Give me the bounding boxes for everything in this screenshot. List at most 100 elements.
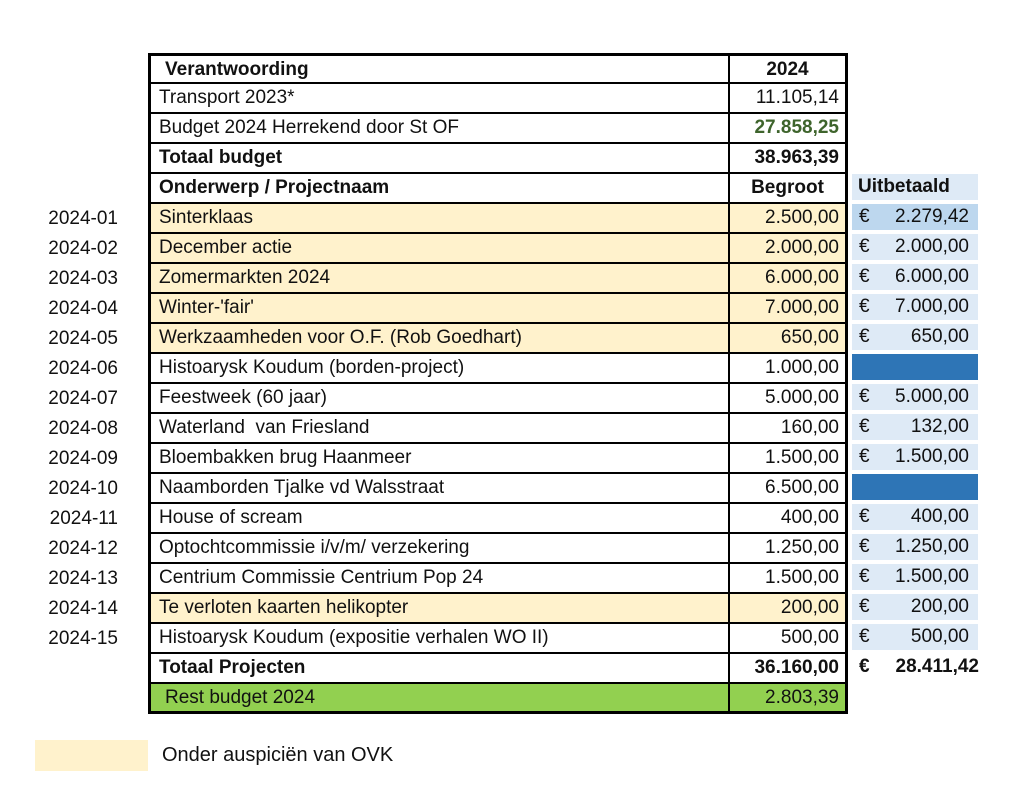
- project-rows: Sinterklaas 2.500,00 € 2.279,42 December…: [148, 204, 988, 654]
- project-name-cell: Werkzaamheden voor O.F. (Rob Goedhart): [151, 324, 730, 352]
- paid-value: 132,00: [910, 416, 969, 437]
- euro-symbol: €: [859, 626, 870, 647]
- table-row: Histoarysk Koudum (borden-project) 1.000…: [148, 354, 988, 384]
- paid-value: 400,00: [910, 506, 969, 527]
- paid-amount-cell: € 400,00: [852, 504, 978, 532]
- table-row-transport: Transport 2023* 11.105,14: [148, 84, 988, 114]
- project-name-cell: Winter-'fair': [151, 294, 730, 322]
- project-name-cell: Bloembakken brug Haanmeer: [151, 444, 730, 472]
- row-id-label: 2024-05: [48, 328, 118, 349]
- column-header-begroot: Begroot: [751, 177, 824, 198]
- rest-budget-value: 2.803,39: [730, 684, 845, 711]
- budget-amount-cell: 6.000,00: [730, 264, 845, 292]
- budget-amount-cell: 400,00: [780, 507, 839, 528]
- table-row: Waterland van Friesland 160,00 € 132,00: [148, 414, 988, 444]
- paid-amount-cell: € 1.500,00: [852, 444, 978, 472]
- budget-amount-cell: 2.000,00: [730, 234, 845, 262]
- table-row: Centrium Commissie Centrium Pop 24 1.500…: [148, 564, 988, 594]
- euro-symbol: €: [859, 506, 870, 527]
- table-row: Sinterklaas 2.500,00 € 2.279,42: [148, 204, 988, 234]
- transport-value: 11.105,14: [755, 87, 839, 108]
- project-name-cell: Feestweek (60 jaar): [151, 384, 730, 412]
- row-id-label: 2024-04: [48, 298, 118, 319]
- euro-symbol: €: [859, 386, 870, 407]
- paid-value: 5.000,00: [895, 386, 969, 407]
- table-row: Optochtcommissie i/v/m/ verzekering 1.25…: [148, 534, 988, 564]
- euro-symbol: €: [859, 536, 870, 557]
- paid-value: 1.500,00: [895, 446, 969, 467]
- paid-amount-cell: € 200,00: [852, 594, 978, 622]
- euro-symbol: €: [859, 296, 870, 317]
- euro-symbol: €: [859, 596, 870, 617]
- project-name-cell: Zomermarkten 2024: [151, 264, 730, 292]
- table-row: House of scream 400,00 € 400,00: [148, 504, 988, 534]
- paid-amount-cell: € 6.000,00: [852, 264, 978, 292]
- paid-value: 7.000,00: [895, 296, 969, 317]
- euro-symbol: €: [859, 266, 870, 287]
- budget-2024-value: 27.858,25: [754, 117, 839, 138]
- paid-amount-cell: € 2.000,00: [852, 234, 978, 262]
- paid-amount-cell: € 2.279,42: [852, 204, 978, 232]
- paid-value: 650,00: [910, 326, 969, 347]
- paid-value: 500,00: [910, 626, 969, 647]
- column-header-uitbetaald: Uitbetaald: [852, 174, 978, 202]
- legend: Onder auspiciën van OVK: [35, 740, 393, 771]
- table-row: Winter-'fair' 7.000,00 € 7.000,00: [148, 294, 988, 324]
- totaal-budget-label: Totaal budget: [151, 144, 730, 172]
- project-name-cell: Histoarysk Koudum (borden-project): [151, 354, 730, 382]
- budget-amount-cell: 650,00: [730, 324, 845, 352]
- table-row: Histoarysk Koudum (expositie verhalen WO…: [148, 624, 988, 654]
- paid-amount-cell: € 650,00: [852, 324, 978, 352]
- budget-amount-cell: 1.250,00: [765, 537, 839, 558]
- project-name-cell: Naamborden Tjalke vd Walsstraat: [151, 474, 730, 502]
- row-id-label: 2024-09: [48, 448, 118, 469]
- paid-value: 200,00: [910, 596, 969, 617]
- paid-amount-cell: €: [852, 354, 978, 382]
- paid-amount-cell: € 5.000,00: [852, 384, 978, 412]
- budget-2024-label: Budget 2024 Herrekend door St OF: [151, 114, 730, 142]
- euro-symbol: €: [859, 656, 870, 677]
- table-row-totaal-projecten: Totaal Projecten 36.160,00 € 28.411,42: [148, 654, 988, 684]
- project-name-cell: Sinterklaas: [151, 204, 730, 232]
- euro-symbol: €: [859, 326, 870, 347]
- budget-amount-cell: 7.000,00: [730, 294, 845, 322]
- table-row: Feestweek (60 jaar) 5.000,00 € 5.000,00: [148, 384, 988, 414]
- paid-value: 1.250,00: [895, 536, 969, 557]
- legend-text: Onder auspiciën van OVK: [162, 744, 394, 766]
- paid-amount-cell: € 1.250,00: [852, 534, 978, 562]
- row-id-label: 2024-11: [49, 508, 118, 529]
- paid-amount-cell: €: [852, 474, 978, 502]
- euro-symbol: €: [859, 236, 870, 257]
- row-id-label: 2024-01: [48, 208, 118, 229]
- table-row-verantwoording: Verantwoording 2024: [148, 53, 988, 84]
- row-id-label: 2024-13: [48, 568, 118, 589]
- totaal-projecten-begroot: 36.160,00: [754, 657, 839, 678]
- row-id-label: 2024-12: [48, 538, 118, 559]
- section-title: Verantwoording: [151, 56, 730, 82]
- budget-amount-cell: 500,00: [780, 627, 839, 648]
- table-row: Bloembakken brug Haanmeer 1.500,00 € 1.5…: [148, 444, 988, 474]
- row-id-label: 2024-14: [48, 598, 118, 619]
- table-row-budget-2024: Budget 2024 Herrekend door St OF 27.858,…: [148, 114, 988, 144]
- project-name-cell: Optochtcommissie i/v/m/ verzekering: [151, 534, 730, 562]
- paid-amount-cell: € 500,00: [852, 624, 978, 652]
- totaal-uitbetaald-value: 28.411,42: [895, 656, 979, 677]
- table-header-row: Onderwerp / Projectnaam Begroot Uitbetaa…: [148, 174, 988, 204]
- paid-value: 1.500,00: [895, 566, 969, 587]
- project-name-cell: Waterland van Friesland: [151, 414, 730, 442]
- project-name-cell: House of scream: [151, 504, 730, 532]
- row-id-label: 2024-07: [48, 388, 118, 409]
- project-name-cell: Te verloten kaarten helikopter: [151, 594, 730, 622]
- table-row: Te verloten kaarten helikopter 200,00 € …: [148, 594, 988, 624]
- euro-symbol: €: [859, 446, 870, 467]
- totaal-budget-value: 38.963,39: [754, 147, 839, 168]
- paid-amount-cell: € 1.500,00: [852, 564, 978, 592]
- row-id-column: 2024-01 2024-02 2024-03 2024-04 2024-05 …: [20, 204, 118, 654]
- budget-amount-cell: 1.500,00: [765, 447, 839, 468]
- row-id-label: 2024-15: [48, 628, 118, 649]
- euro-symbol: €: [859, 566, 870, 587]
- euro-symbol: €: [859, 206, 870, 227]
- table-row: Werkzaamheden voor O.F. (Rob Goedhart) 6…: [148, 324, 988, 354]
- row-id-label: 2024-03: [48, 268, 118, 289]
